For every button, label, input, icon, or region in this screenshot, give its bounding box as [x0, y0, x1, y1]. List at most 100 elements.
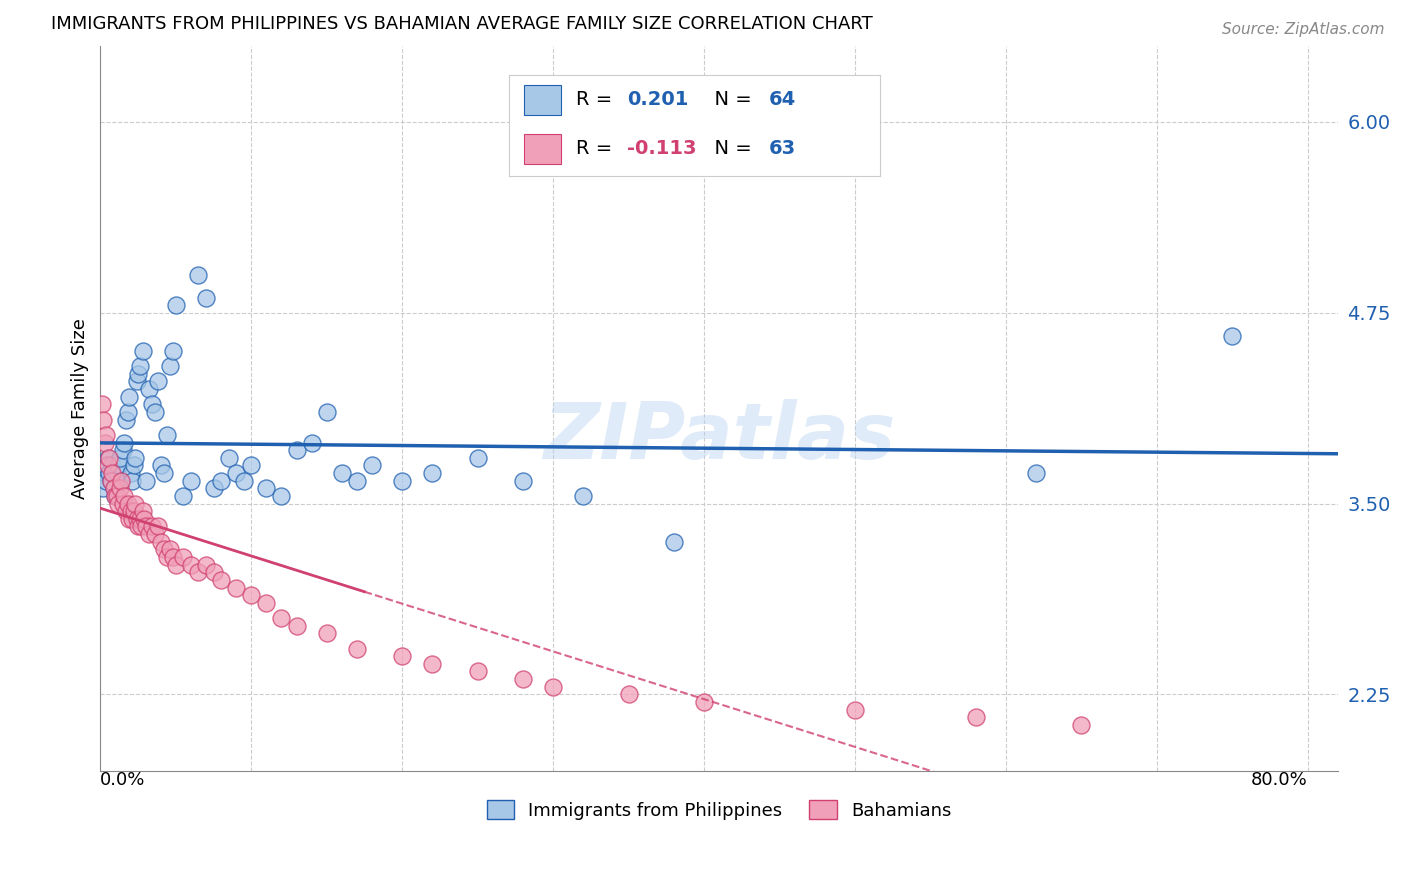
Point	[662, 534, 685, 549]
Point	[240, 588, 263, 602]
Point	[115, 504, 138, 518]
Point	[285, 618, 308, 632]
Point	[420, 466, 443, 480]
Point	[103, 481, 125, 495]
Point	[107, 458, 129, 473]
Point	[149, 534, 172, 549]
Point	[315, 626, 337, 640]
Point	[104, 489, 127, 503]
Point	[135, 519, 157, 533]
Point	[103, 481, 125, 495]
Point	[105, 466, 128, 480]
Point	[162, 343, 184, 358]
Point	[693, 695, 716, 709]
Point	[152, 466, 174, 480]
Point	[135, 474, 157, 488]
Point	[107, 497, 129, 511]
Point	[120, 504, 142, 518]
Point	[111, 443, 134, 458]
Point	[122, 504, 145, 518]
Point	[90, 466, 112, 480]
Point	[285, 443, 308, 458]
Point	[156, 428, 179, 442]
Point	[124, 450, 146, 465]
Point	[152, 542, 174, 557]
Point	[97, 450, 120, 465]
Point	[117, 497, 139, 511]
Point	[100, 474, 122, 488]
Point	[346, 474, 368, 488]
Point	[138, 527, 160, 541]
Point	[138, 382, 160, 396]
Text: 80.0%: 80.0%	[1251, 771, 1308, 789]
Point	[141, 397, 163, 411]
Point	[218, 450, 240, 465]
Point	[143, 527, 166, 541]
Point	[315, 405, 337, 419]
Point	[110, 474, 132, 488]
Point	[187, 566, 209, 580]
Point	[165, 558, 187, 572]
Point	[128, 512, 150, 526]
Legend: Immigrants from Philippines, Bahamians: Immigrants from Philippines, Bahamians	[479, 793, 959, 827]
Point	[330, 466, 353, 480]
Point	[114, 435, 136, 450]
Point	[162, 549, 184, 564]
Point	[146, 519, 169, 533]
Point	[159, 359, 181, 374]
Point	[301, 435, 323, 450]
Point	[346, 641, 368, 656]
Text: IMMIGRANTS FROM PHILIPPINES VS BAHAMIAN AVERAGE FAMILY SIZE CORRELATION CHART: IMMIGRANTS FROM PHILIPPINES VS BAHAMIAN …	[51, 15, 873, 33]
Point	[94, 458, 117, 473]
Point	[156, 549, 179, 564]
Point	[844, 703, 866, 717]
Text: 0.0%: 0.0%	[100, 771, 146, 789]
Point	[225, 466, 247, 480]
Point	[125, 512, 148, 526]
Point	[98, 450, 121, 465]
Point	[127, 367, 149, 381]
Point	[111, 497, 134, 511]
Point	[270, 611, 292, 625]
Point	[270, 489, 292, 503]
Point	[572, 489, 595, 503]
Point	[180, 558, 202, 572]
Point	[108, 481, 131, 495]
Point	[97, 458, 120, 473]
Point	[96, 474, 118, 488]
Point	[254, 481, 277, 495]
Y-axis label: Average Family Size: Average Family Size	[72, 318, 89, 499]
Point	[101, 458, 124, 473]
Point	[240, 458, 263, 473]
Point	[361, 458, 384, 473]
Point	[93, 481, 115, 495]
Point	[115, 412, 138, 426]
Point	[118, 512, 141, 526]
Point	[172, 549, 194, 564]
Point	[254, 596, 277, 610]
Point	[195, 558, 218, 572]
Point	[96, 428, 118, 442]
Point	[94, 435, 117, 450]
Point	[100, 474, 122, 488]
Point	[225, 581, 247, 595]
Point	[149, 458, 172, 473]
Point	[209, 573, 232, 587]
Point	[143, 405, 166, 419]
Point	[131, 504, 153, 518]
Point	[114, 489, 136, 503]
Point	[125, 375, 148, 389]
Point	[165, 298, 187, 312]
Point	[965, 710, 987, 724]
Point	[128, 359, 150, 374]
Point	[98, 466, 121, 480]
Point	[110, 474, 132, 488]
Point	[90, 397, 112, 411]
Point	[1220, 328, 1243, 343]
Point	[1025, 466, 1047, 480]
Point	[93, 412, 115, 426]
Point	[121, 512, 143, 526]
Point	[124, 497, 146, 511]
Point	[391, 649, 413, 664]
Point	[420, 657, 443, 671]
